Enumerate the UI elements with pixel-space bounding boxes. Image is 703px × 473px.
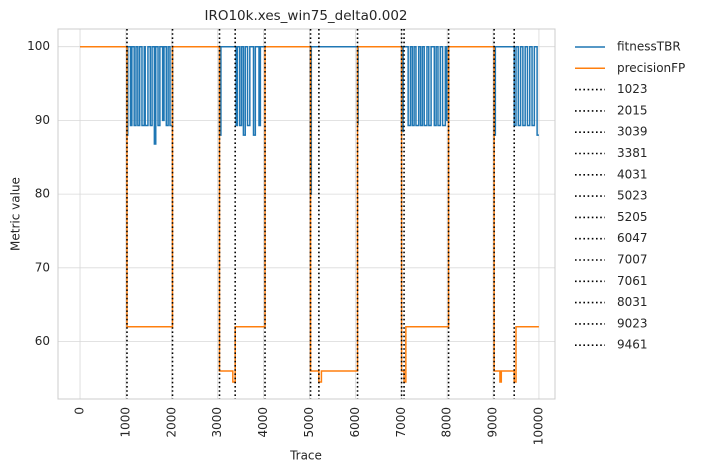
x-tick-label: 2000 [164, 407, 178, 438]
x-tick-label: 8000 [440, 407, 454, 438]
x-tick-label: 5000 [302, 407, 316, 438]
legend-label: 5205 [617, 210, 648, 224]
legend-label: 7061 [617, 274, 648, 288]
legend-label: 8031 [617, 295, 648, 309]
x-tick-label: 1000 [118, 407, 132, 438]
legend-label: 3039 [617, 125, 648, 139]
x-tick-label: 4000 [256, 407, 270, 438]
x-axis-label: Trace [289, 449, 322, 463]
legend-label: 4031 [617, 167, 648, 181]
legend-label: 7007 [617, 253, 648, 267]
x-tick-label: 6000 [348, 407, 362, 438]
line [80, 45, 539, 383]
x-tick-label: 9000 [486, 407, 500, 438]
x-tick-label: 10000 [531, 407, 545, 445]
legend-label: precisionFP [617, 61, 685, 75]
x-tick-label: 3000 [210, 407, 224, 438]
legend-label: fitnessTBR [617, 40, 681, 54]
legend-label: 2015 [617, 103, 648, 117]
legend-label: 5023 [617, 189, 648, 203]
legend-label: 1023 [617, 82, 648, 96]
legend-label: 6047 [617, 231, 648, 245]
y-axis-label: Metric value [9, 177, 23, 251]
y-tick-label: 100 [27, 39, 50, 53]
chart-title: IRO10k.xes_win75_delta0.002 [204, 8, 407, 24]
y-tick-label: 90 [35, 113, 50, 127]
x-tick-label: 0 [73, 407, 87, 415]
legend-label: 3381 [617, 146, 648, 160]
legend-label: 9023 [617, 316, 648, 330]
x-tick-label: 7000 [394, 407, 408, 438]
plot-frame [57, 28, 556, 400]
y-tick-label: 80 [35, 187, 50, 201]
y-tick-label: 70 [35, 260, 50, 274]
legend-label: 9461 [617, 338, 648, 352]
y-tick-label: 60 [35, 334, 50, 348]
